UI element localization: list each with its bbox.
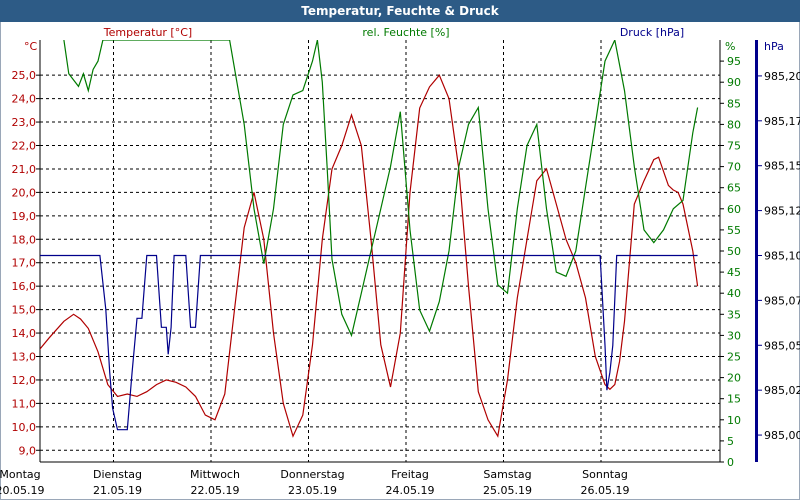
temperature-tick-label: 11,0 [12, 397, 37, 410]
humidity-tick-label: 15 [727, 393, 741, 406]
temperature-tick-label: 14,0 [12, 327, 37, 340]
pressure-tick-label: 985,05 [764, 339, 800, 352]
x-tick-date: 23.05.19 [288, 484, 337, 497]
x-tick-day: Freitag [391, 468, 429, 481]
humidity-tick-label: 65 [727, 182, 741, 195]
pressure-tick-label: 985,15 [764, 160, 800, 173]
humidity-tick-label: 35 [727, 308, 741, 321]
x-tick-date: 26.05.19 [581, 484, 630, 497]
humidity-tick-label: 20 [727, 372, 741, 385]
series [40, 40, 699, 438]
x-tick-day: Samstag [483, 468, 531, 481]
temperature-tick-label: 19,0 [12, 210, 37, 223]
humidity-tick-label: 60 [727, 203, 741, 216]
humidity-tick-label: 75 [727, 140, 741, 153]
temperature-tick-label: 22,0 [12, 140, 37, 153]
gridlines [40, 40, 720, 462]
x-tick-date: 25.05.19 [483, 484, 532, 497]
humidity-tick-label: 5 [727, 435, 734, 448]
x-tick-date: 20.05.19 [0, 484, 44, 497]
x-tick-day: Montag [0, 468, 41, 481]
humidity-tick-label: 70 [727, 161, 741, 174]
humidity-tick-label: 10 [727, 414, 741, 427]
temperature-tick-label: 9,0 [19, 444, 37, 457]
temperature-tick-label: 12,0 [12, 374, 37, 387]
x-tick-date: 21.05.19 [93, 484, 142, 497]
pressure-tick-label: 985,07 [764, 294, 800, 307]
temperature-unit: °C [24, 40, 38, 53]
temperature-tick-label: 18,0 [12, 233, 37, 246]
humidity-series-line [63, 40, 699, 338]
humidity-tick-label: 90 [727, 76, 741, 89]
temperature-tick-label: 24,0 [12, 93, 37, 106]
pressure-axis-label: Druck [hPa] [620, 26, 684, 39]
pressure-series-line [40, 254, 698, 431]
pressure-tick-label: 985,12 [764, 205, 800, 218]
chart-title: Temperatur, Feuchte & Druck [0, 0, 800, 22]
pressure-unit: hPa [764, 40, 784, 53]
temperature-axis-label: Temperatur [°C] [103, 26, 192, 39]
humidity-tick-label: 55 [727, 224, 741, 237]
temperature-tick-label: 23,0 [12, 116, 37, 129]
x-tick-day: Mittwoch [190, 468, 240, 481]
humidity-tick-label: 0 [727, 456, 734, 469]
temperature-tick-label: 15,0 [12, 304, 37, 317]
x-tick-date: 22.05.19 [191, 484, 240, 497]
humidity-tick-label: 25 [727, 351, 741, 364]
humidity-tick-label: 80 [727, 118, 741, 131]
pressure-tick-label: 985,00 [764, 429, 800, 442]
humidity-tick-label: 50 [727, 245, 741, 258]
temperature-tick-label: 16,0 [12, 280, 37, 293]
axes [39, 40, 758, 463]
temperature-series-line [40, 74, 699, 438]
x-tick-day: Donnerstag [280, 468, 344, 481]
x-tick-date: 24.05.19 [386, 484, 435, 497]
temperature-tick-label: 10,0 [12, 421, 37, 434]
humidity-axis-label: rel. Feuchte [%] [362, 26, 449, 39]
temperature-tick-label: 17,0 [12, 257, 37, 270]
pressure-tick-label: 985,02 [764, 384, 800, 397]
pressure-tick-label: 985,20 [764, 70, 800, 83]
pressure-tick-label: 985,10 [764, 249, 800, 262]
humidity-tick-label: 40 [727, 287, 741, 300]
humidity-tick-label: 45 [727, 266, 741, 279]
humidity-tick-label: 85 [727, 97, 741, 110]
pressure-tick-label: 985,17 [764, 115, 800, 128]
humidity-tick-label: 30 [727, 329, 741, 342]
pressure-axis-bar [755, 40, 758, 462]
humidity-tick-label: 95 [727, 55, 741, 68]
temperature-tick-label: 21,0 [12, 163, 37, 176]
humidity-unit: % [725, 40, 735, 53]
x-tick-day: Sonntag [582, 468, 628, 481]
x-tick-day: Dienstag [93, 468, 142, 481]
temperature-tick-label: 20,0 [12, 186, 37, 199]
temperature-tick-label: 25,0 [12, 69, 37, 82]
labels: Temperatur [°C] rel. Feuchte [%] Druck [… [0, 26, 800, 497]
temperature-tick-label: 13,0 [12, 351, 37, 364]
